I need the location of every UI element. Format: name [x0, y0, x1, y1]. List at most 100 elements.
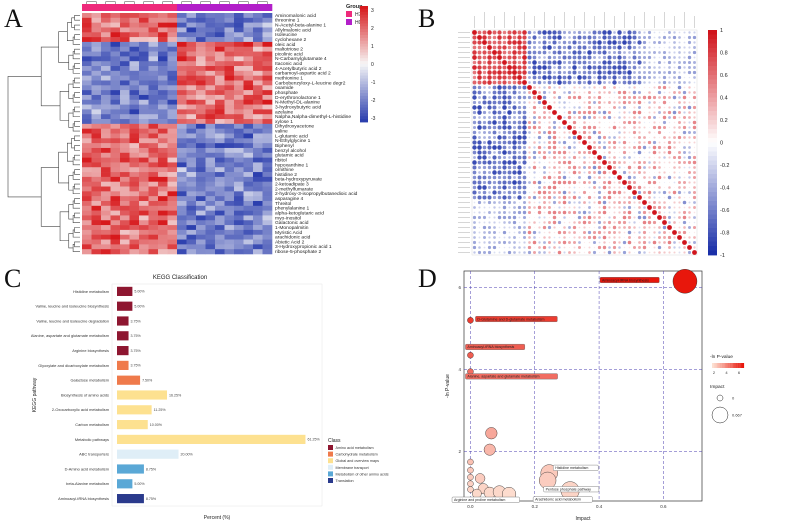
- heatmap-cell: [129, 215, 140, 221]
- correlation-dot: [643, 71, 646, 74]
- dendrogram-branch: [74, 145, 80, 151]
- heatmap-cell: [243, 138, 254, 144]
- legend-label: Translation: [336, 479, 354, 483]
- correlation-dot: [482, 70, 487, 75]
- heatmap-cell: [177, 138, 187, 144]
- correlation-dot: [628, 251, 631, 254]
- correlation-dot: [588, 171, 591, 174]
- correlation-dot: [543, 181, 546, 184]
- correlation-dot: [502, 160, 507, 165]
- correlation-dot: [658, 96, 661, 99]
- correlation-dot: [552, 110, 557, 115]
- x-tick-label: 0.0: [467, 504, 474, 509]
- heatmap-cell: [234, 46, 244, 52]
- bar: [117, 286, 133, 296]
- correlation-dot: [548, 166, 551, 169]
- correlation-dot: [597, 220, 602, 225]
- dendrogram-branch: [59, 91, 69, 121]
- correlation-dot: [682, 220, 687, 225]
- heatmap-cell: [129, 119, 140, 125]
- heatmap-cell: [253, 172, 263, 178]
- correlation-dot: [622, 120, 627, 125]
- correlation-dot: [538, 166, 541, 169]
- heatmap-cell: [205, 27, 216, 33]
- heatmap-cell: [120, 196, 130, 202]
- colorbar-segment: [708, 178, 717, 184]
- heatmap-cell: [139, 27, 149, 33]
- correlation-dot: [492, 145, 497, 150]
- correlation-dot: [533, 111, 536, 114]
- pathway-bubble: [485, 427, 498, 440]
- correlation-dot: [507, 125, 512, 130]
- correlation-dot: [488, 111, 491, 114]
- correlation-dot: [558, 126, 561, 129]
- correlation-dot: [693, 91, 696, 94]
- correlation-dot: [673, 86, 676, 89]
- correlation-dot: [593, 211, 596, 214]
- heatmap-cell: [91, 22, 102, 28]
- correlation-dot: [477, 165, 482, 170]
- heatmap-cell: [129, 75, 140, 81]
- bubble-label-box: [599, 277, 660, 283]
- correlation-dot: [553, 206, 556, 209]
- correlation-dot: [543, 221, 546, 224]
- dendrogram-branch: [72, 200, 80, 209]
- colorbar-segment: [360, 69, 368, 74]
- heatmap-cell: [120, 94, 130, 101]
- heatmap-cell: [148, 46, 159, 52]
- correlation-dot: [598, 236, 601, 239]
- correlation-dot: [592, 230, 597, 235]
- row-label: Biphenyl: [275, 143, 294, 149]
- correlation-dot: [608, 236, 611, 239]
- heatmap-cell: [158, 128, 168, 134]
- row-label: 1-Monopalmitin: [275, 225, 309, 231]
- correlation-dot: [552, 80, 557, 85]
- heatmap-cell: [158, 85, 168, 91]
- heatmap-cell: [186, 196, 197, 202]
- correlation-dot: [668, 186, 671, 189]
- correlation-dot: [542, 95, 547, 100]
- correlation-dot: [628, 91, 631, 94]
- heatmap-cell: [262, 75, 273, 81]
- correlation-dot: [472, 240, 477, 245]
- heatmap-cell: [82, 176, 92, 182]
- heatmap-cell: [101, 17, 111, 23]
- heatmap-cell: [224, 172, 235, 178]
- correlation-dot: [642, 95, 647, 100]
- heatmap-cell: [158, 196, 168, 202]
- correlation-dot: [608, 151, 611, 154]
- correlation-dot: [632, 35, 637, 40]
- correlation-dot: [683, 56, 686, 59]
- correlation-dot: [643, 111, 646, 114]
- correlation-dot: [532, 240, 537, 245]
- correlation-dot: [517, 45, 522, 50]
- heatmap-cell: [167, 215, 178, 221]
- heatmap-cell: [91, 75, 102, 81]
- heatmap-cell: [186, 85, 197, 91]
- heatmap-cell: [253, 162, 263, 168]
- heatmap-cell: [224, 37, 235, 43]
- pathway-bubble: [467, 473, 474, 481]
- category-label: Arginine biosynthesis: [72, 348, 109, 353]
- correlation-dot: [647, 75, 652, 80]
- correlation-dot: [497, 150, 502, 155]
- correlation-dot: [582, 115, 587, 120]
- correlation-dot: [533, 131, 536, 134]
- heatmap-cell: [186, 215, 197, 221]
- heatmap-cell: [91, 229, 102, 236]
- correlation-dot: [473, 206, 476, 209]
- correlation-dot: [633, 201, 636, 204]
- correlation-dot: [537, 135, 542, 140]
- heatmap-cell: [262, 157, 273, 163]
- correlation-dot: [627, 95, 632, 100]
- correlation-dot: [523, 226, 526, 229]
- correlation-dot: [558, 206, 561, 209]
- correlation-dot: [588, 241, 591, 244]
- correlation-dot: [627, 80, 632, 85]
- correlation-dot: [678, 141, 681, 144]
- correlation-dot: [477, 200, 482, 205]
- heatmap-cell: [82, 147, 92, 154]
- correlation-dot: [527, 210, 532, 215]
- heatmap-cell: [139, 41, 149, 48]
- correlation-dot: [618, 101, 621, 104]
